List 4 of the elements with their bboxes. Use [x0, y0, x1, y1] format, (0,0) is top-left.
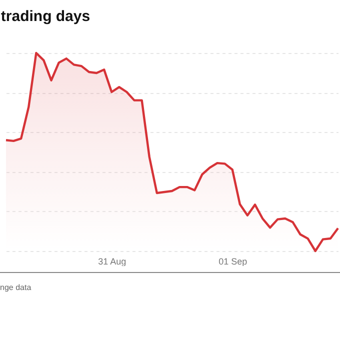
text: nge data — [0, 272, 340, 303]
x-tick-label: 01 Sep — [218, 256, 248, 266]
chart-title: trading days — [0, 8, 90, 25]
x-tick-label: 31 Aug — [98, 256, 126, 266]
